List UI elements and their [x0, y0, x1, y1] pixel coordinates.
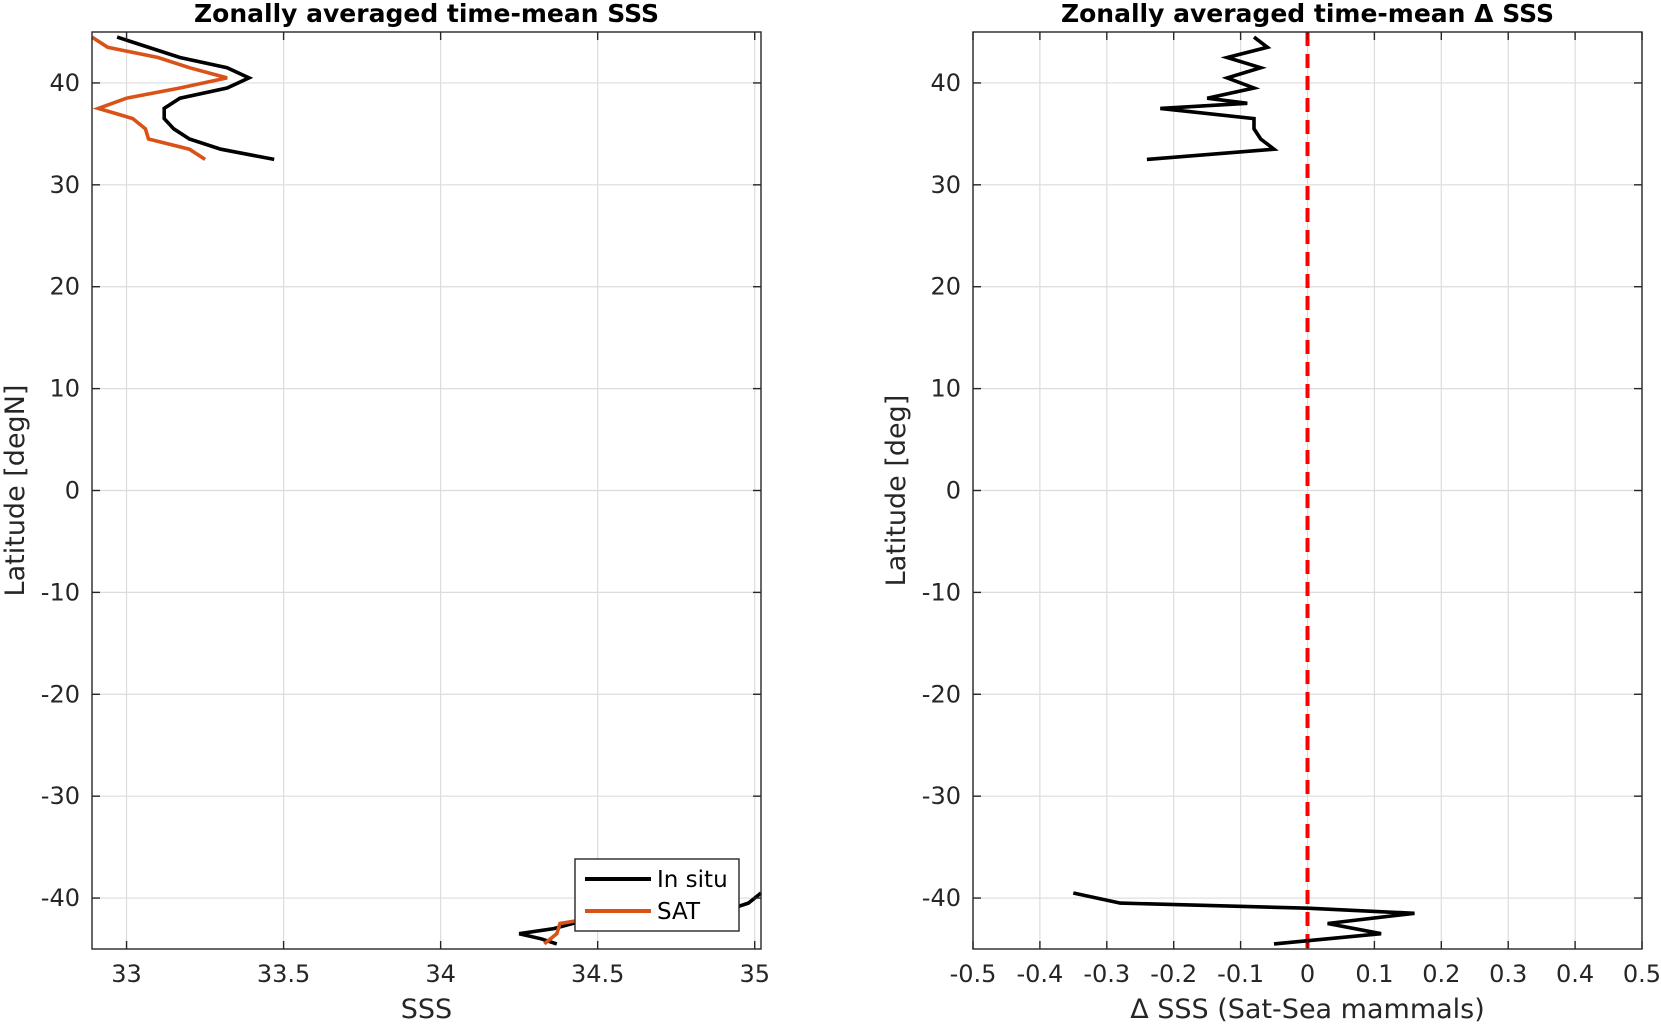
left-chart: 33 33.5 34 34.5 35 -40 -30 -20 -10 0 10 20 30 40 Zona…: [0, 0, 770, 1025]
left-ticks: 33 33.5 34 34.5 35 -40 -30 -20 -10 0 10 20 30 40: [41, 32, 770, 988]
y-tick-label-2: -20: [41, 680, 80, 708]
y-tick-label-8: 40: [49, 69, 80, 97]
y-tick-label-7: 30: [930, 171, 961, 199]
right-chart: -0.5 -0.4 -0.3 -0.2 -0.1 0 0.1 0.2 0.3 0.4 0.5 -40 -…: [881, 0, 1661, 1025]
x-tick-label-2: 34: [425, 960, 456, 988]
x-tick-label-2: -0.3: [1083, 960, 1130, 988]
y-tick-label-1: -30: [922, 782, 961, 810]
y-tick-label-5: 10: [49, 375, 80, 403]
series-0-segment-1: [1072, 891, 1415, 946]
x-tick-label-1: -0.4: [1016, 960, 1063, 988]
y-tick-label-5: 10: [930, 375, 961, 403]
y-tick-label-3: -10: [922, 578, 961, 606]
y-tick-label-6: 20: [49, 273, 80, 301]
y-tick-label-0: -40: [41, 884, 80, 912]
y-tick-label-8: 40: [930, 69, 961, 97]
x-tick-label-0: -0.5: [950, 960, 997, 988]
series-0-segment-0: [1146, 35, 1279, 162]
y-tick-label-0: -40: [922, 884, 961, 912]
legend-label-sat: SAT: [657, 899, 701, 925]
x-tick-label-10: 0.5: [1623, 960, 1661, 988]
left-chart-title: Zonally averaged time-mean SSS: [194, 0, 659, 28]
right-y-axis-label: Latitude [deg]: [881, 395, 912, 587]
series-0-segment-0: [116, 35, 275, 162]
x-tick-label-9: 0.4: [1556, 960, 1594, 988]
legend-label-in-situ: In situ: [657, 867, 728, 893]
x-tick-label-4: -0.1: [1217, 960, 1264, 988]
series-1-segment-0: [91, 35, 228, 161]
y-tick-label-3: -10: [41, 578, 80, 606]
y-tick-label-4: 0: [65, 477, 80, 505]
right-chart-title: Zonally averaged time-mean Δ SSS: [1061, 0, 1554, 28]
left-grid: [92, 32, 761, 949]
x-tick-label-3: -0.2: [1150, 960, 1197, 988]
right-x-axis-label: Δ SSS (Sat-Sea mammals): [1130, 994, 1485, 1025]
y-tick-label-7: 30: [49, 171, 80, 199]
x-tick-label-8: 0.3: [1489, 960, 1527, 988]
legend-box: [574, 858, 740, 932]
y-tick-label-4: 0: [946, 477, 961, 505]
x-tick-label-7: 0.2: [1422, 960, 1460, 988]
x-tick-label-6: 0.1: [1355, 960, 1393, 988]
x-tick-label-1: 33.5: [257, 960, 310, 988]
y-tick-label-2: -20: [922, 680, 961, 708]
x-tick-label-4: 35: [739, 960, 770, 988]
right-lines: [1072, 32, 1415, 949]
legend: In situ SAT: [574, 858, 740, 932]
left-y-axis-label: Latitude [degN]: [0, 385, 31, 597]
x-tick-label-0: 33: [111, 960, 142, 988]
x-tick-label-5: 0: [1300, 960, 1315, 988]
left-x-axis-label: SSS: [401, 994, 452, 1025]
x-tick-label-3: 34.5: [571, 960, 624, 988]
y-tick-label-6: 20: [930, 273, 961, 301]
y-tick-label-1: -30: [41, 782, 80, 810]
right-ticks: -0.5 -0.4 -0.3 -0.2 -0.1 0 0.1 0.2 0.3 0.4 0.5 -40 -…: [922, 32, 1661, 988]
